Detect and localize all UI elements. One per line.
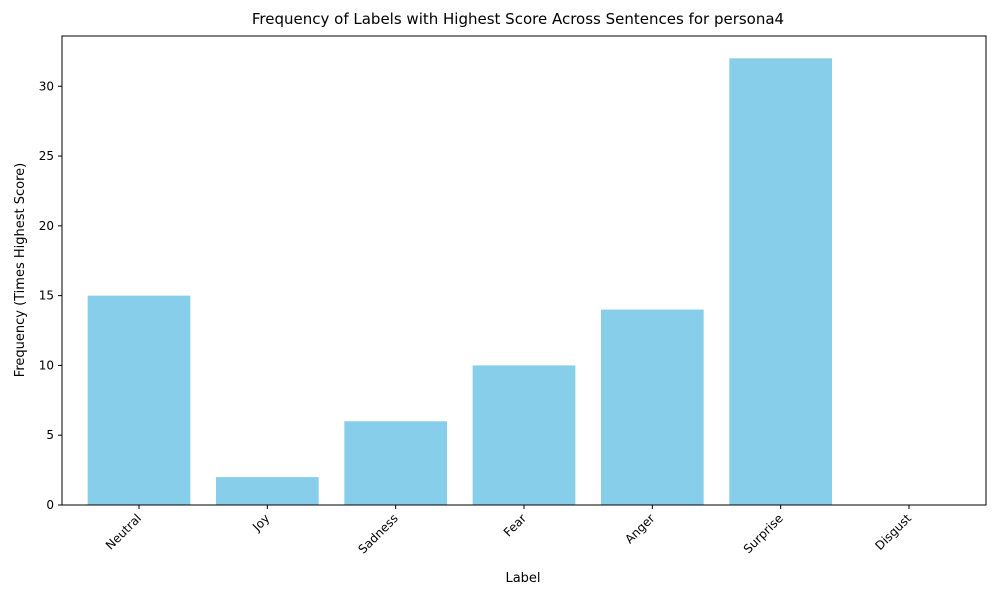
x-tick-label-anger: Anger — [622, 511, 657, 546]
bar-anger — [601, 309, 704, 505]
x-tick-label-neutral: Neutral — [103, 511, 144, 552]
bar-joy — [216, 477, 319, 505]
x-axis-label: Label — [505, 571, 540, 586]
x-tick-label-joy: Joy — [249, 511, 272, 534]
y-axis-label: Frequency (Times Highest Score) — [13, 163, 28, 377]
x-axis: Neutral Joy Sadness Fear Anger Surprise Disgus… — [103, 505, 914, 557]
y-tick-label: 0 — [46, 498, 54, 512]
y-tick-label: 30 — [39, 79, 54, 93]
bar-neutral — [87, 295, 191, 505]
bar-fear — [472, 365, 576, 505]
chart-title: Frequency of Labels with Highest Score A… — [252, 10, 784, 28]
plot-frame — [61, 35, 987, 506]
y-tick-label: 5 — [46, 428, 54, 442]
y-tick-label: 25 — [39, 149, 54, 163]
y-tick-label: 20 — [39, 219, 54, 233]
bars-group — [87, 58, 832, 505]
y-tick-label: 10 — [39, 358, 54, 372]
bar-sadness — [344, 421, 447, 505]
x-tick-label-disgust: Disgust — [872, 511, 914, 553]
x-tick-label-fear: Fear — [501, 511, 529, 539]
x-tick-label-surprise: Surprise — [741, 511, 786, 556]
bar-surprise — [729, 58, 832, 505]
y-tick-label: 15 — [39, 289, 54, 303]
x-tick-label-sadness: Sadness — [355, 511, 400, 556]
y-axis: 0 5 10 15 20 25 30 — [39, 79, 62, 512]
